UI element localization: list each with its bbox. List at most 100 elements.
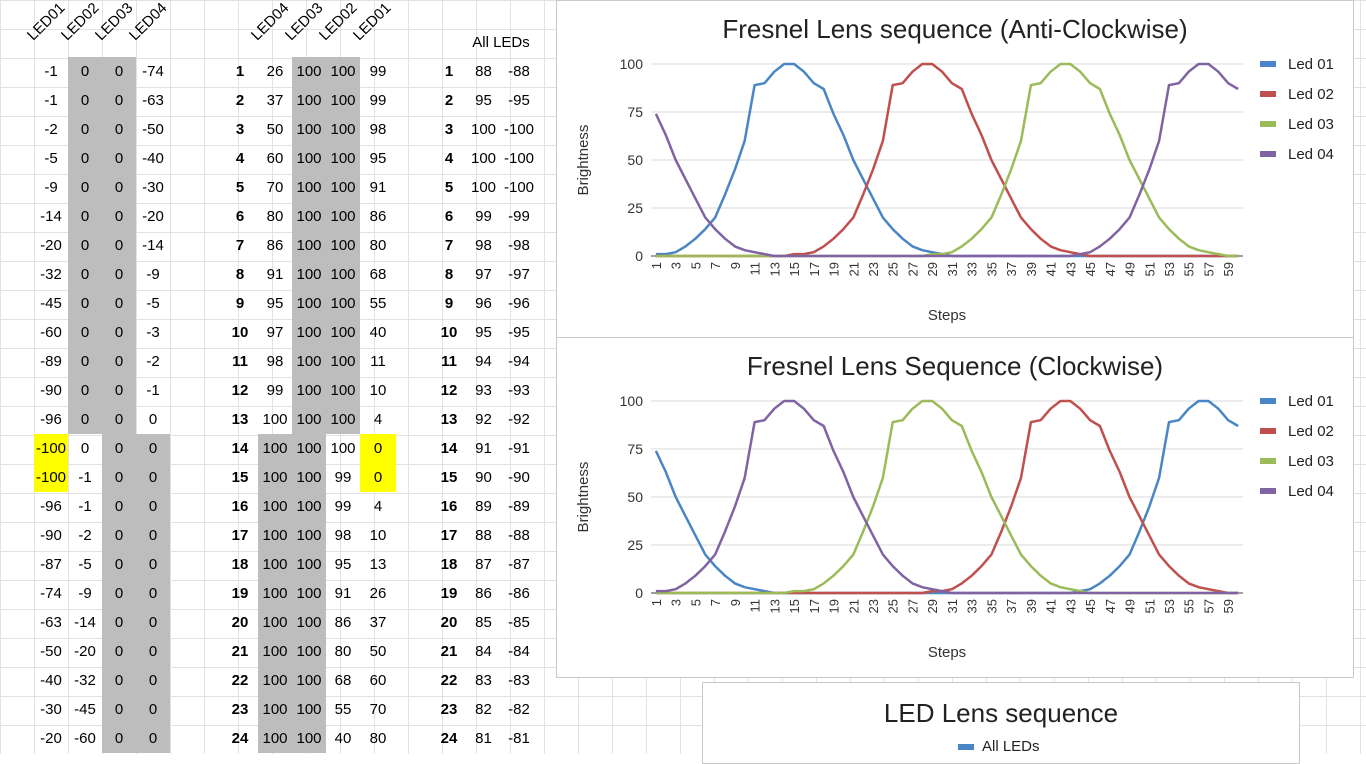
table-cell: 0 xyxy=(102,231,136,260)
x-tick-label: 13 xyxy=(767,262,782,276)
x-tick-label: 15 xyxy=(787,599,802,613)
table-cell: -60 xyxy=(74,730,96,747)
table-cell: 100 xyxy=(292,521,326,550)
table-cell: 98 xyxy=(369,121,387,138)
table-cell: 100 xyxy=(292,260,326,289)
y-tick-label: 50 xyxy=(627,152,643,168)
table-cell: 100 xyxy=(326,202,360,231)
table-cell: -30 xyxy=(142,179,164,196)
table-cell: -20 xyxy=(40,237,62,254)
table-cell: 100 xyxy=(292,289,326,318)
table-cell: -87 xyxy=(40,556,62,573)
table-cell: 50 xyxy=(266,121,284,138)
legend-swatch xyxy=(1260,488,1276,494)
table-cell: -82 xyxy=(508,701,530,718)
y-tick-label: 75 xyxy=(627,104,643,120)
chart-clockwise: Fresnel Lens Sequence (Clockwise) 0 25 50 7… xyxy=(556,337,1354,678)
table-cell: -92 xyxy=(508,411,530,428)
table-cell: -85 xyxy=(508,614,530,631)
table-cell: 0 xyxy=(102,637,136,666)
x-tick-label: 41 xyxy=(1044,262,1059,276)
table-cell: 100 xyxy=(292,608,326,637)
x-tick-label: 43 xyxy=(1063,599,1078,613)
table-cell: 81 xyxy=(475,730,492,747)
table-cell: -96 xyxy=(40,498,62,515)
table-cell: 0 xyxy=(68,289,102,318)
table-cell: -20 xyxy=(74,643,96,660)
y-tick-label: 50 xyxy=(627,489,643,505)
table-cell: -45 xyxy=(74,701,96,718)
table-cell: 0 xyxy=(136,463,170,492)
table-cell: 0 xyxy=(102,86,136,115)
table-cell: -96 xyxy=(40,411,62,428)
legend-label: Led 02 xyxy=(1288,423,1334,440)
x-tick-label: 57 xyxy=(1201,262,1216,276)
table-cell: 99 xyxy=(266,382,284,399)
table-cell: 0 xyxy=(68,318,102,347)
x-tick-label: 15 xyxy=(787,262,802,276)
table-cell: -1 xyxy=(78,498,92,515)
legend-swatch xyxy=(1260,428,1276,434)
table-cell: 0 xyxy=(102,492,136,521)
table-cell: 100 xyxy=(258,434,292,463)
table-cell: -90 xyxy=(508,469,530,486)
column-header: All LEDs xyxy=(472,34,530,51)
table-cell: 100 xyxy=(326,376,360,405)
x-tick-label: 17 xyxy=(807,262,822,276)
table-cell: 95 xyxy=(334,556,352,573)
legend-label: Led 01 xyxy=(1288,56,1334,73)
table-cell: 80 xyxy=(369,730,387,747)
x-tick-label: 29 xyxy=(925,262,940,276)
table-cell: -9 xyxy=(44,179,58,196)
legend-swatch xyxy=(1260,61,1276,67)
table-cell: 94 xyxy=(475,353,492,370)
table-cell: -84 xyxy=(508,643,530,660)
table-cell: 17 xyxy=(440,527,458,544)
table-cell: -5 xyxy=(44,150,58,167)
table-cell: 100 xyxy=(292,57,326,86)
table-cell: 100 xyxy=(258,521,292,550)
table-cell: 0 xyxy=(102,144,136,173)
table-cell: -14 xyxy=(74,614,96,631)
table-cell: 0 xyxy=(102,434,136,463)
x-tick-label: 27 xyxy=(905,262,920,276)
series-line-led-03 xyxy=(655,62,1239,258)
table-cell: -100 xyxy=(503,150,535,167)
table-cell: 99 xyxy=(369,92,387,109)
table-cell: 98 xyxy=(334,527,352,544)
table-cell: 100 xyxy=(470,150,497,167)
x-tick-label: 31 xyxy=(945,599,960,613)
table-cell: 100 xyxy=(292,463,326,492)
x-tick-label: 45 xyxy=(1083,262,1098,276)
table-cell: 13 xyxy=(369,556,387,573)
table-cell: 12 xyxy=(231,382,249,399)
table-cell: 0 xyxy=(102,318,136,347)
table-cell: 0 xyxy=(68,57,102,86)
table-cell: 11 xyxy=(232,353,248,370)
x-tick-label: 23 xyxy=(866,262,881,276)
x-tick-label: 33 xyxy=(965,262,980,276)
x-tick-label: 45 xyxy=(1083,599,1098,613)
table-cell: 98 xyxy=(475,237,492,254)
table-cell: 0 xyxy=(68,231,102,260)
legend-label: Led 03 xyxy=(1288,116,1334,133)
x-tick-label: 59 xyxy=(1221,599,1236,613)
series-line-led-04 xyxy=(654,62,1239,258)
table-cell: -3 xyxy=(146,324,160,341)
legend-swatch xyxy=(1260,398,1276,404)
table-cell: 0 xyxy=(136,492,170,521)
table-cell: 98 xyxy=(266,353,284,370)
table-cell: -99 xyxy=(508,208,530,225)
table-cell: 0 xyxy=(136,434,170,463)
table-cell: 100 xyxy=(326,115,360,144)
table-cell: 60 xyxy=(369,672,387,689)
table-cell: 95 xyxy=(266,295,284,312)
table-cell: -95 xyxy=(508,92,530,109)
table-cell: -40 xyxy=(142,150,164,167)
table-cell: 9 xyxy=(235,295,245,312)
table-cell: 100 xyxy=(292,231,326,260)
table-cell: -1 xyxy=(78,469,92,486)
table-cell: 88 xyxy=(475,527,492,544)
table-cell: -40 xyxy=(40,672,62,689)
